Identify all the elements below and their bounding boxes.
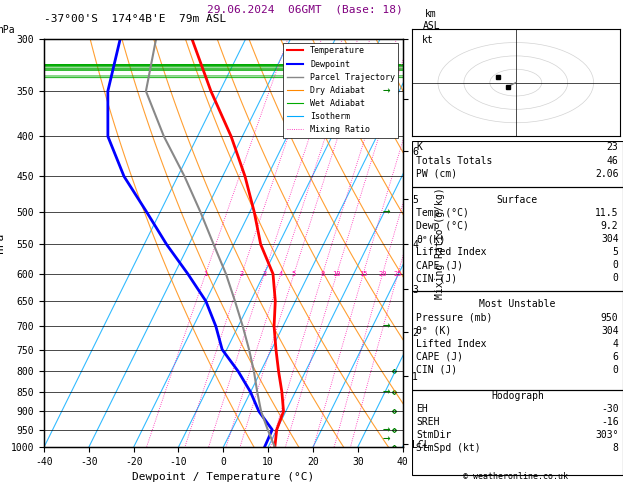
Y-axis label: hPa: hPa (0, 233, 5, 253)
Text: 25: 25 (394, 271, 402, 277)
Text: →: → (383, 385, 391, 399)
Text: 23: 23 (607, 142, 618, 153)
Text: 46: 46 (607, 156, 618, 166)
Bar (412, 292, 623, 390)
Text: 2.06: 2.06 (595, 169, 618, 179)
Text: Most Unstable: Most Unstable (479, 299, 555, 310)
Text: 6: 6 (613, 352, 618, 362)
Text: →: → (383, 85, 391, 98)
X-axis label: Dewpoint / Temperature (°C): Dewpoint / Temperature (°C) (132, 472, 314, 483)
Y-axis label: Mixing Ratio (g/kg): Mixing Ratio (g/kg) (435, 187, 445, 299)
Text: 5: 5 (613, 247, 618, 257)
Text: CAPE (J): CAPE (J) (416, 352, 463, 362)
Text: →: → (383, 206, 391, 219)
Text: 304: 304 (601, 234, 618, 244)
Text: →: → (383, 320, 391, 333)
Text: 3: 3 (262, 271, 267, 277)
Text: Dewp (°C): Dewp (°C) (416, 221, 469, 231)
Text: SREH: SREH (416, 417, 440, 427)
Text: Surface: Surface (497, 195, 538, 205)
Text: 950: 950 (601, 312, 618, 323)
Text: km
ASL: km ASL (423, 9, 440, 31)
Text: PW (cm): PW (cm) (416, 169, 457, 179)
Bar (412, 141, 623, 187)
Text: Hodograph: Hodograph (491, 391, 544, 401)
Text: Lifted Index: Lifted Index (416, 339, 487, 349)
Text: K: K (416, 142, 422, 153)
Text: θᵉ(K): θᵉ(K) (416, 234, 445, 244)
Text: Totals Totals: Totals Totals (416, 156, 493, 166)
Text: θᵉ (K): θᵉ (K) (416, 326, 452, 336)
Text: CIN (J): CIN (J) (416, 365, 457, 375)
Bar (412, 187, 623, 292)
Text: StmDir: StmDir (416, 430, 452, 440)
Legend: Temperature, Dewpoint, Parcel Trajectory, Dry Adiabat, Wet Adiabat, Isotherm, Mi: Temperature, Dewpoint, Parcel Trajectory… (284, 43, 398, 138)
Text: 10: 10 (333, 271, 341, 277)
Text: 4: 4 (279, 271, 283, 277)
Text: StmSpd (kt): StmSpd (kt) (416, 443, 481, 453)
Text: 8: 8 (321, 271, 325, 277)
Text: 1: 1 (203, 271, 208, 277)
Text: Lifted Index: Lifted Index (416, 247, 487, 257)
Bar (412, 390, 623, 475)
Text: EH: EH (416, 404, 428, 414)
Text: 2: 2 (240, 271, 244, 277)
Text: -30: -30 (601, 404, 618, 414)
Text: 20: 20 (378, 271, 387, 277)
Text: 29.06.2024  06GMT  (Base: 18): 29.06.2024 06GMT (Base: 18) (207, 4, 403, 15)
Text: 4: 4 (613, 339, 618, 349)
Text: 5: 5 (292, 271, 296, 277)
Text: kt: kt (423, 35, 434, 45)
Text: © weatheronline.co.uk: © weatheronline.co.uk (464, 472, 568, 481)
Text: -37°00'S  174°4B'E  79m ASL: -37°00'S 174°4B'E 79m ASL (44, 14, 226, 24)
Text: 11.5: 11.5 (595, 208, 618, 218)
Text: Pressure (mb): Pressure (mb) (416, 312, 493, 323)
Text: 9.2: 9.2 (601, 221, 618, 231)
Text: CAPE (J): CAPE (J) (416, 260, 463, 270)
Text: 8: 8 (613, 443, 618, 453)
Text: 303°: 303° (595, 430, 618, 440)
Text: 0: 0 (613, 273, 618, 283)
Text: hPa: hPa (0, 25, 15, 35)
Text: -16: -16 (601, 417, 618, 427)
Text: 0: 0 (613, 260, 618, 270)
Text: →: → (383, 423, 391, 436)
Text: 304: 304 (601, 326, 618, 336)
Text: Temp (°C): Temp (°C) (416, 208, 469, 218)
Text: →: → (383, 432, 391, 445)
Text: CIN (J): CIN (J) (416, 273, 457, 283)
Text: 0: 0 (613, 365, 618, 375)
Text: 15: 15 (359, 271, 367, 277)
